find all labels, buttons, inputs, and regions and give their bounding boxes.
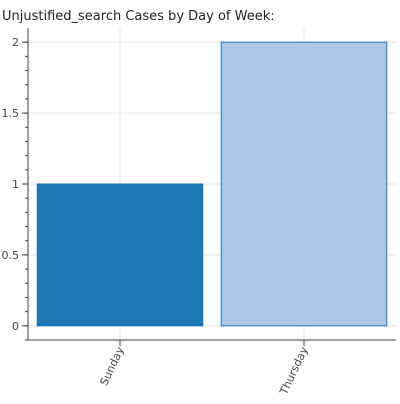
x-tick-label-sunday: Sunday: [98, 344, 127, 387]
y-tick-label-3: 1.5: [2, 107, 20, 120]
y-tick-label-1: 0.5: [2, 249, 20, 262]
bar-sunday: [37, 184, 203, 326]
y-tick-label-0: 0: [12, 320, 19, 333]
bar-thursday: [221, 42, 387, 326]
chart-title: Unjustified_search Cases by Day of Week:: [2, 9, 275, 24]
x-tick-label-thursday: Thursday: [277, 344, 311, 397]
y-tick-label-2: 1: [12, 178, 19, 191]
y-tick-label-4: 2: [12, 36, 19, 49]
